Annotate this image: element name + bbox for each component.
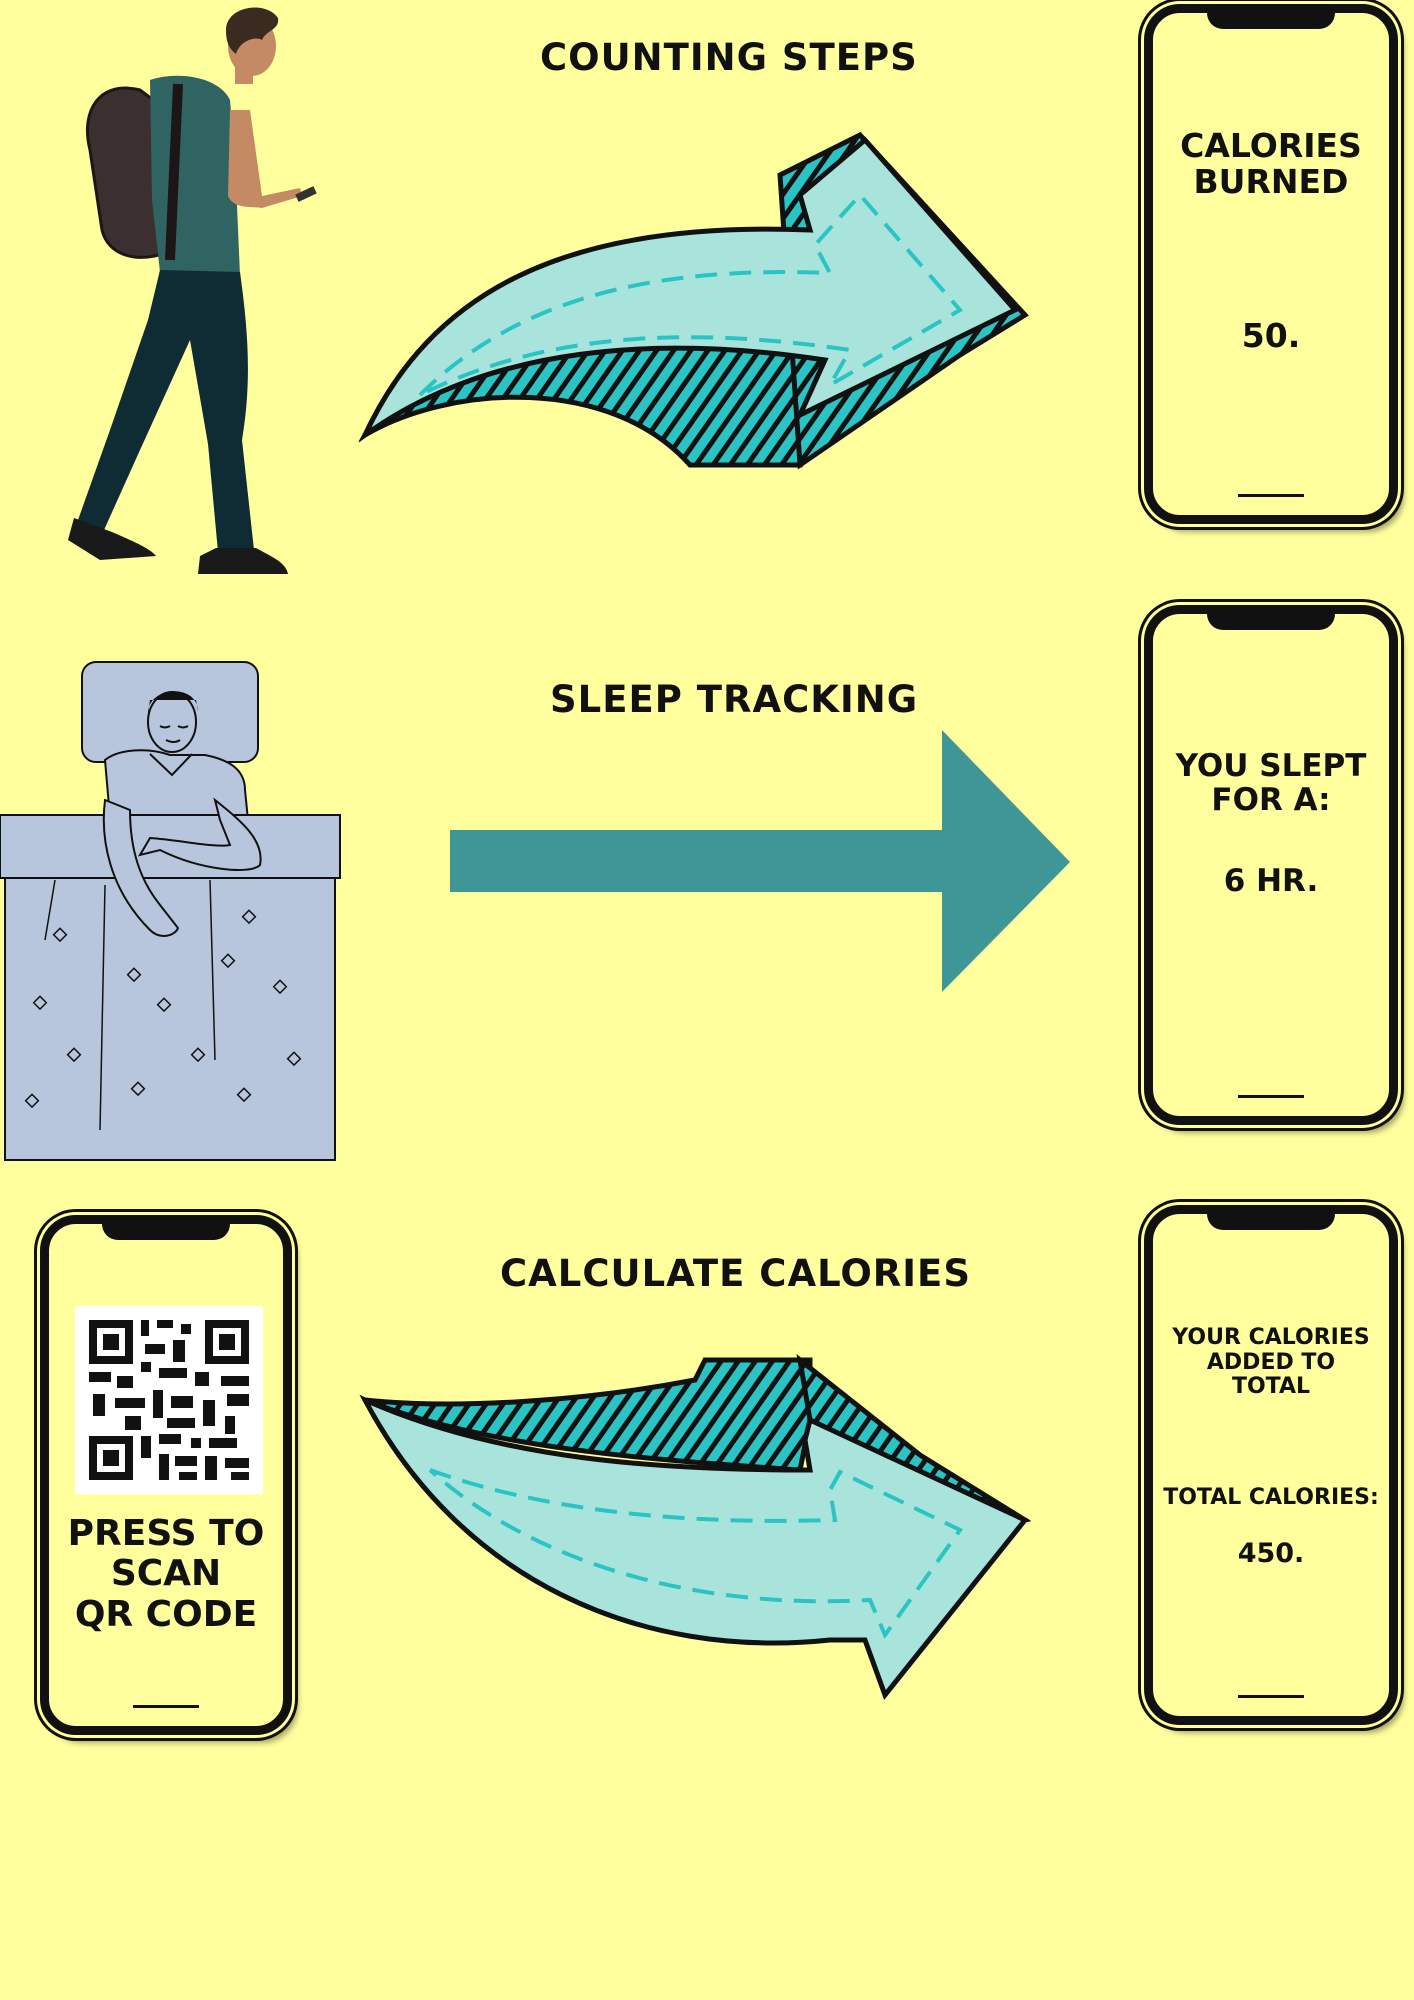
- phone-total-calories: YOUR CALORIES ADDED TO TOTAL TOTAL CALOR…: [1144, 1205, 1398, 1725]
- sleep-result-title: YOU SLEPT FOR A:: [1175, 748, 1367, 819]
- qr-code-icon[interactable]: [75, 1306, 263, 1494]
- heading-counting-steps: COUNTING STEPS: [540, 36, 918, 79]
- walking-person-icon: [68, 7, 317, 574]
- calories-burned-value: 50.: [1241, 316, 1301, 355]
- total-calories-label: TOTAL CALORIES:: [1163, 1485, 1379, 1510]
- straight-arrow-right: [450, 730, 1070, 992]
- total-calories-value: 450.: [1237, 1538, 1305, 1569]
- phone-notch: [1207, 612, 1335, 630]
- phone-calories-burned: CALORIES BURNED 50.: [1144, 4, 1398, 524]
- scan-qr-label[interactable]: PRESS TO SCAN QR CODE: [67, 1513, 265, 1635]
- home-indicator: [1238, 1095, 1304, 1098]
- home-indicator: [1238, 494, 1304, 497]
- phone-scan-qr[interactable]: PRESS TO SCAN QR CODE: [40, 1215, 292, 1735]
- calories-added-title: YOUR CALORIES ADDED TO TOTAL: [1172, 1325, 1370, 1400]
- heading-sleep-tracking: SLEEP TRACKING: [550, 678, 919, 721]
- sleeping-person-icon: [0, 661, 341, 1161]
- phone-notch: [1207, 1212, 1335, 1230]
- calories-burned-title: CALORIES BURNED: [1180, 126, 1362, 202]
- phone-notch: [102, 1222, 230, 1240]
- sleep-result-value: 6 HR.: [1223, 863, 1319, 899]
- phone-sleep-result: YOU SLEPT FOR A: 6 HR.: [1144, 605, 1398, 1125]
- home-indicator: [133, 1705, 199, 1708]
- curved-arrow-right-down: [359, 1354, 1032, 1701]
- curved-arrow-right-up: [358, 131, 1029, 470]
- phone-notch: [1207, 11, 1335, 29]
- heading-calculate-calories: CALCULATE CALORIES: [500, 1252, 971, 1295]
- home-indicator: [1238, 1695, 1304, 1698]
